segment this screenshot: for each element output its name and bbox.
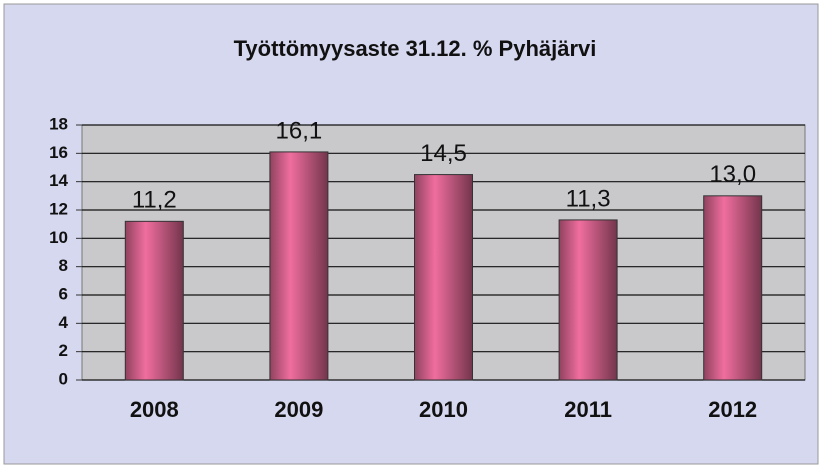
bar: [558, 219, 618, 381]
x-tick-label: 2009: [274, 397, 323, 422]
y-tick-label: 8: [59, 256, 68, 275]
value-label: 11,3: [566, 185, 611, 212]
x-tick-label: 2011: [564, 397, 612, 422]
x-tick-label: 2010: [419, 397, 468, 422]
value-label: 16,1: [276, 117, 323, 144]
y-tick-label: 16: [49, 143, 68, 162]
value-label: 14,5: [420, 140, 467, 167]
bar: [269, 151, 329, 381]
x-tick-label: 2008: [130, 397, 179, 422]
bar: [124, 220, 184, 381]
y-tick-label: 10: [49, 228, 68, 247]
bar: [703, 195, 763, 381]
y-tick-label: 4: [59, 313, 69, 332]
x-tick-label: 2012: [708, 397, 757, 422]
y-tick-label: 14: [49, 171, 68, 190]
y-tick-label: 12: [49, 199, 68, 218]
value-label: 13,0: [709, 161, 756, 188]
bar: [414, 174, 473, 381]
y-tick-label: 2: [59, 341, 68, 360]
chart-title: Työttömyysaste 31.12. % Pyhäjärvi: [234, 36, 597, 61]
y-tick-label: 6: [59, 284, 68, 303]
y-tick-label: 18: [49, 114, 68, 133]
value-label: 11,2: [132, 187, 177, 214]
y-tick-label: 0: [59, 369, 68, 388]
